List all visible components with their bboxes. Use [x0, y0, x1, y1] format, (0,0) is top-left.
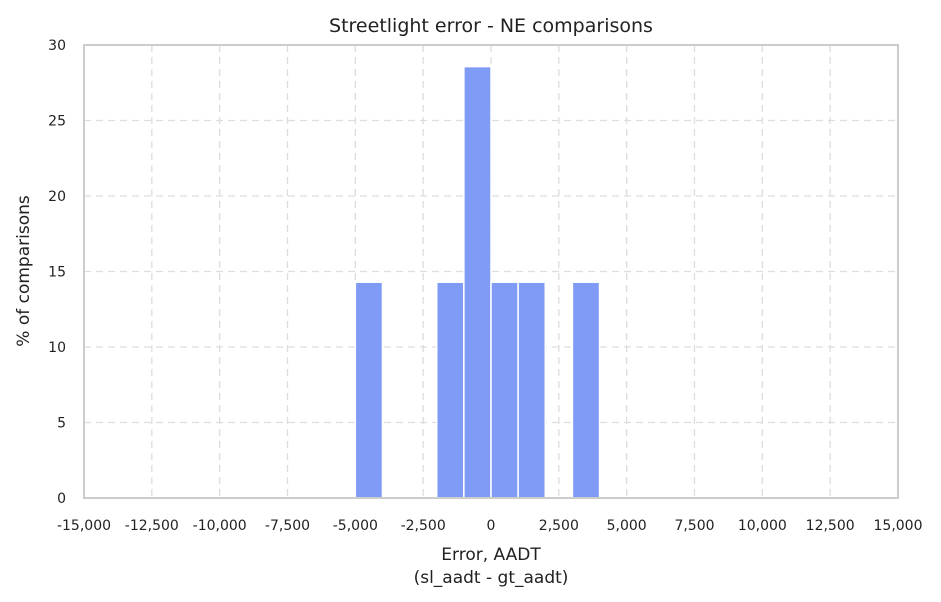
histogram-bar [354, 281, 384, 499]
x-tick-label: 2,500 [539, 518, 579, 534]
histogram-bar [571, 281, 601, 499]
x-tick-label: -2,500 [401, 518, 446, 534]
x-tick-label: 7,500 [674, 518, 714, 534]
x-tick-label: 15,000 [874, 518, 923, 534]
y-tick-label: 30 [48, 38, 66, 54]
x-tick-label: -10,000 [193, 518, 247, 534]
y-tick-label: 0 [57, 491, 66, 507]
y-tick-labels: 0 5 10 15 20 25 30 [48, 38, 66, 507]
histogram-bar [463, 65, 492, 499]
y-tick-label: 25 [48, 114, 66, 130]
y-tick-label: 5 [57, 416, 66, 432]
x-tick-label: -7,500 [265, 518, 310, 534]
x-tick-label: -15,000 [57, 518, 111, 534]
plot-frame [83, 44, 899, 499]
y-axis-label: % of comparisons [14, 195, 34, 347]
y-tick-label: 20 [48, 189, 66, 205]
histogram-bar [435, 281, 465, 499]
x-axis-label-line2: (sl_aadt - gt_aadt) [414, 568, 569, 588]
x-tick-label: -12,500 [125, 518, 179, 534]
x-tick-label: 12,500 [806, 518, 855, 534]
x-axis-label: Error, AADT [441, 545, 541, 565]
x-tick-label: 10,000 [738, 518, 787, 534]
y-tick-label: 15 [48, 265, 66, 281]
bars [354, 65, 601, 499]
y-tick-label: 10 [48, 340, 66, 356]
x-tick-labels: -15,000 -12,500 -10,000 -7,500 -5,000 -2,500 0… [57, 518, 923, 534]
x-tick-label: 5,000 [607, 518, 647, 534]
histogram-bar [517, 281, 547, 499]
histogram-bar [490, 281, 519, 499]
chart-title: Streetlight error - NE comparisons [329, 15, 653, 37]
x-tick-label: 0 [487, 518, 496, 534]
x-tick-label: -5,000 [333, 518, 378, 534]
